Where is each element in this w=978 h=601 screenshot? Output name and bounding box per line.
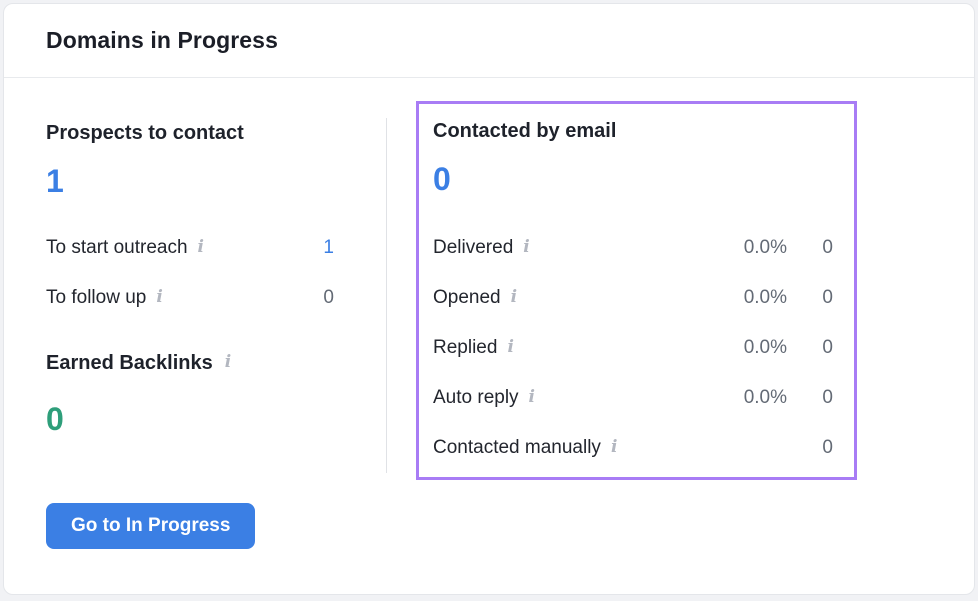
info-icon[interactable]: i — [610, 436, 618, 457]
info-icon[interactable]: i — [507, 336, 514, 357]
stat-label: To follow up — [46, 287, 147, 308]
contacted-heading: Contacted by email — [433, 120, 617, 142]
card-body: Prospects to contact 1 To start outreach… — [4, 78, 974, 594]
domains-in-progress-card: Domains in Progress Prospects to contact… — [3, 3, 975, 595]
stat-count: 0 — [822, 287, 833, 308]
stat-percent: 0.0% — [743, 237, 787, 258]
go-to-in-progress-button[interactable]: Go to In Progress — [46, 503, 256, 549]
prospects-section: Prospects to contact 1 To start outreach… — [46, 101, 334, 549]
stat-percent: 0.0% — [743, 287, 787, 308]
stat-value: 1 — [323, 237, 334, 258]
info-icon[interactable]: i — [528, 386, 536, 407]
prospects-heading: Prospects to contact — [46, 122, 244, 144]
stat-value: 0 — [323, 287, 334, 308]
page-title: Domains in Progress — [46, 27, 278, 53]
vertical-divider — [386, 118, 387, 473]
contacted-rows: Delivered i 0.0% 0 Opened i 0.0% 0 Repli… — [433, 223, 833, 473]
stat-label: Opened — [433, 287, 501, 308]
earned-backlinks-heading: Earned Backlinks i — [46, 351, 334, 375]
info-icon[interactable]: i — [224, 351, 232, 372]
earned-backlinks-label: Earned Backlinks — [46, 352, 213, 374]
info-icon[interactable]: i — [197, 236, 204, 257]
stat-row-contacted-manually: Contacted manually i 0 — [433, 423, 833, 473]
stat-label: Delivered — [433, 237, 514, 258]
earned-backlinks-count: 0 — [46, 401, 64, 437]
stat-label: Auto reply — [433, 387, 519, 408]
info-icon[interactable]: i — [523, 236, 530, 257]
stat-row-to-follow-up: To follow up i 0 — [46, 273, 334, 323]
stat-count: 0 — [822, 237, 833, 258]
card-header: Domains in Progress — [4, 4, 974, 78]
stat-row-opened: Opened i 0.0% 0 — [433, 273, 833, 323]
stat-row-replied: Replied i 0.0% 0 — [433, 323, 833, 373]
stat-row-auto-reply: Auto reply i 0.0% 0 — [433, 373, 833, 423]
stat-percent: 0.0% — [743, 337, 787, 358]
prospects-rows: To start outreach i 1 To follow up i 0 — [46, 223, 334, 323]
prospects-count: 1 — [46, 163, 64, 199]
stat-label: Contacted manually — [433, 437, 601, 458]
info-icon[interactable]: i — [156, 286, 163, 307]
contacted-count: 0 — [433, 161, 451, 197]
stat-label: To start outreach — [46, 237, 188, 258]
stat-count: 0 — [822, 437, 833, 458]
stat-percent: 0.0% — [743, 387, 787, 408]
stat-row-delivered: Delivered i 0.0% 0 — [433, 223, 833, 273]
stat-label: Replied — [433, 337, 498, 358]
info-icon[interactable]: i — [510, 286, 518, 307]
stat-count: 0 — [822, 337, 833, 358]
stat-row-to-start-outreach: To start outreach i 1 — [46, 223, 334, 273]
stat-count: 0 — [822, 387, 833, 408]
contacted-by-email-highlight-box: Contacted by email 0 Delivered i 0.0% 0 … — [416, 101, 857, 480]
